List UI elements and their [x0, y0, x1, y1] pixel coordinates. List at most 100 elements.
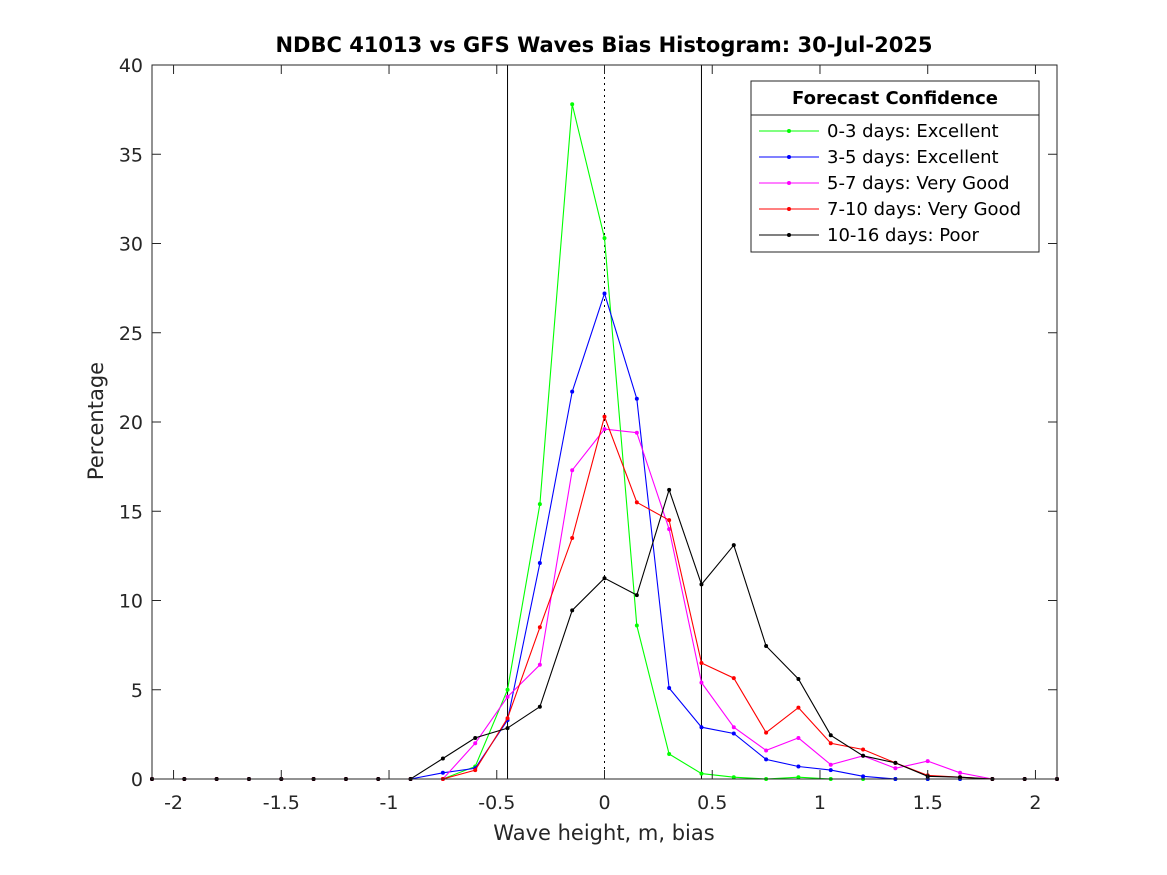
data-point	[634, 623, 639, 628]
data-point	[602, 291, 607, 296]
y-axis-label: Percentage	[84, 362, 108, 480]
legend: Forecast Confidence 0-3 days: Excellent 3…	[750, 80, 1040, 253]
x-axis-label: Wave height, m, bias	[493, 821, 714, 845]
data-point	[634, 430, 639, 435]
data-point	[699, 660, 704, 665]
data-point	[731, 725, 736, 730]
data-point	[602, 427, 607, 432]
legend-label: 5-7 days: Very Good	[827, 173, 1010, 194]
x-tick-label: 0.5	[697, 792, 727, 814]
legend-label: 3-5 days: Excellent	[827, 147, 999, 168]
legend-title: Forecast Confidence	[792, 88, 998, 109]
data-point	[796, 735, 801, 740]
legend-marker	[787, 207, 791, 211]
data-point	[796, 775, 801, 780]
x-tick-label: 1.5	[913, 792, 943, 814]
data-point	[667, 518, 672, 523]
data-point	[570, 102, 575, 107]
data-point	[796, 677, 801, 682]
data-point	[731, 676, 736, 681]
y-tick-label: 10	[119, 591, 143, 613]
data-point	[861, 747, 866, 752]
data-point	[731, 731, 736, 736]
x-tick-label: 0	[598, 792, 610, 814]
legend-entries: 0-3 days: Excellent 3-5 days: Excellent 5-…	[759, 121, 1021, 246]
data-point	[634, 593, 639, 598]
chart-title: NDBC 41013 vs GFS Waves Bias Histogram: …	[275, 33, 932, 57]
data-point	[958, 775, 963, 780]
data-point	[537, 662, 542, 667]
data-point	[440, 770, 445, 775]
data-point	[958, 770, 963, 775]
y-tick-label: 5	[131, 680, 143, 702]
data-point	[731, 775, 736, 780]
data-point	[796, 764, 801, 769]
data-point	[828, 762, 833, 767]
data-point	[667, 527, 672, 532]
data-point	[440, 756, 445, 761]
y-tick-label: 30	[119, 234, 143, 256]
legend-label: 0-3 days: Excellent	[827, 121, 999, 142]
y-tick-label: 20	[119, 412, 143, 434]
data-point	[828, 768, 833, 773]
data-point	[893, 766, 898, 771]
data-point	[537, 561, 542, 566]
legend-marker	[787, 129, 791, 133]
data-point	[505, 716, 510, 721]
data-point	[570, 468, 575, 473]
legend-marker	[787, 181, 791, 185]
x-tick-label: -1	[380, 792, 399, 814]
data-point	[764, 730, 769, 735]
data-point	[828, 733, 833, 738]
y-tick-label: 15	[119, 501, 143, 523]
data-point	[473, 768, 478, 773]
data-point	[699, 771, 704, 776]
x-tick-label: 2	[1029, 792, 1041, 814]
data-point	[570, 536, 575, 541]
data-point	[731, 543, 736, 548]
y-tick-label: 40	[119, 55, 143, 77]
x-tick-label: -0.5	[478, 792, 515, 814]
data-point	[699, 582, 704, 587]
data-point	[796, 705, 801, 710]
data-point	[828, 741, 833, 746]
data-point	[634, 500, 639, 505]
data-point	[602, 414, 607, 419]
data-point	[699, 725, 704, 730]
data-point	[537, 704, 542, 709]
data-point	[505, 687, 510, 692]
data-point	[602, 576, 607, 581]
legend-label: 10-16 days: Poor	[827, 225, 980, 246]
data-point	[893, 760, 898, 765]
y-tick-label: 35	[119, 144, 143, 166]
data-point	[925, 759, 930, 764]
data-point	[602, 236, 607, 241]
data-point	[667, 752, 672, 757]
data-point	[570, 389, 575, 394]
legend-box	[750, 80, 1040, 253]
data-point	[667, 685, 672, 690]
legend-label: 7-10 days: Very Good	[827, 199, 1021, 220]
data-point	[861, 774, 866, 779]
x-tick-label: 1	[814, 792, 826, 814]
legend-marker	[787, 155, 791, 159]
data-point	[505, 694, 510, 699]
data-point	[699, 680, 704, 685]
data-point	[473, 741, 478, 746]
data-point	[505, 726, 510, 731]
data-point	[861, 753, 866, 758]
data-point	[537, 502, 542, 507]
data-point	[537, 625, 542, 630]
data-point	[570, 608, 575, 613]
x-tick-label: -1.5	[263, 792, 300, 814]
data-point	[667, 487, 672, 492]
data-point	[764, 644, 769, 649]
data-point	[764, 757, 769, 762]
data-point	[473, 735, 478, 740]
y-tick-label: 0	[131, 769, 143, 791]
legend-marker	[787, 233, 791, 237]
data-point	[634, 396, 639, 401]
x-tick-label: -2	[164, 792, 183, 814]
